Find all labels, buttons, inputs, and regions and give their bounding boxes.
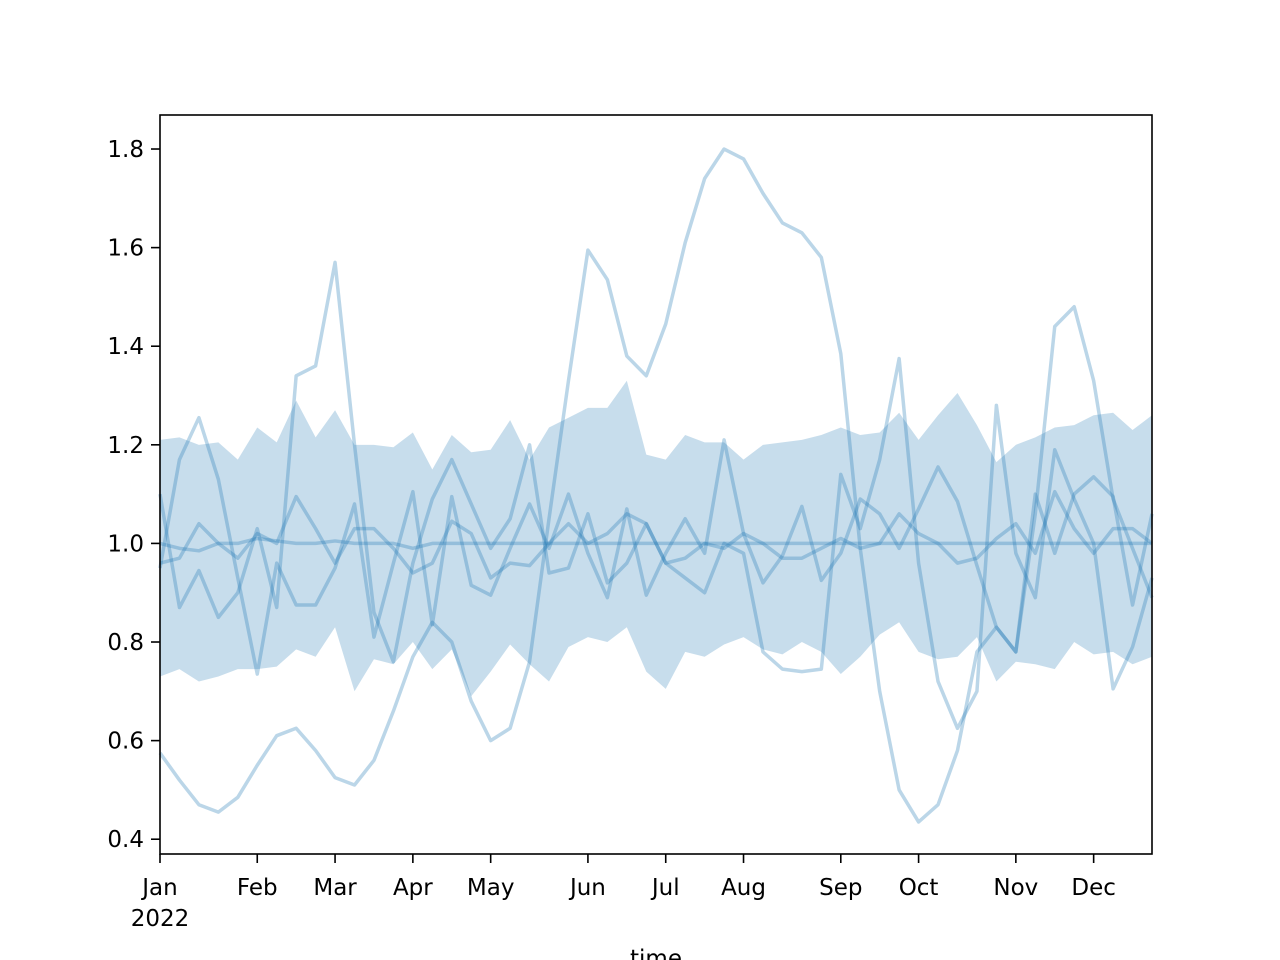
- plot-frame: [159, 114, 1153, 855]
- y-tick-label: 0.8: [107, 630, 144, 656]
- y-tick-label: 0.6: [107, 729, 144, 755]
- x-tick-label: Jun: [568, 875, 606, 901]
- band: [160, 380, 1152, 697]
- x-tick-label: Mar: [313, 875, 357, 901]
- y-tick-label: 1.0: [107, 531, 144, 557]
- series-line: [159, 489, 1154, 580]
- series-line: [158, 147, 1154, 824]
- y-tick-label: 1.2: [107, 433, 144, 459]
- series-line: [159, 536, 1152, 553]
- x-axis-label: time: [630, 946, 682, 960]
- x-tick-label: Jul: [650, 875, 680, 901]
- x-tick-label: Jan: [140, 875, 177, 901]
- x-tick-label: Dec: [1071, 875, 1116, 901]
- y-tick-label: 1.8: [107, 137, 144, 163]
- year-label: 2022: [131, 906, 190, 932]
- y-tick-label: 1.4: [107, 334, 144, 360]
- y-tick-label: 0.4: [107, 827, 144, 853]
- x-tick-label: Aug: [721, 875, 766, 901]
- x-tick-label: Nov: [993, 875, 1038, 901]
- x-tick-label: Sep: [819, 875, 862, 901]
- y-tick-label: 1.6: [107, 236, 144, 262]
- x-tick-label: May: [467, 875, 515, 901]
- series-line: [158, 260, 1154, 731]
- x-tick-label: Apr: [393, 875, 433, 901]
- series-line: [158, 415, 1154, 676]
- x-tick-label: Feb: [237, 875, 278, 901]
- x-tick-label: Oct: [899, 875, 939, 901]
